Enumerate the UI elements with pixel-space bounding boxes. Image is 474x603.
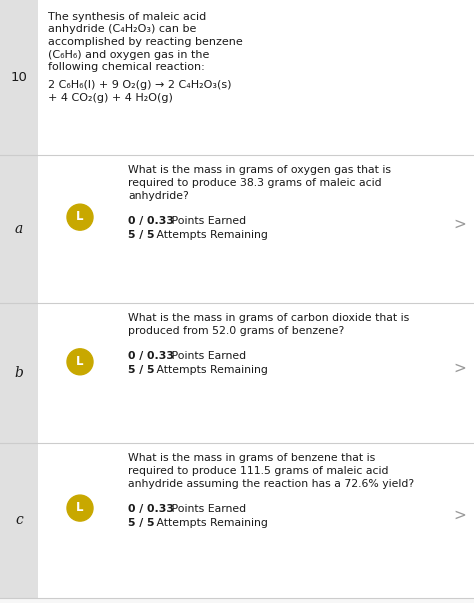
Circle shape <box>67 495 93 521</box>
Text: b: b <box>15 366 23 380</box>
Text: Attempts Remaining: Attempts Remaining <box>153 518 268 528</box>
Text: anhydride?: anhydride? <box>128 191 189 201</box>
Text: + 4 CO₂(g) + 4 H₂O(g): + 4 CO₂(g) + 4 H₂O(g) <box>48 93 173 103</box>
Text: required to produce 111.5 grams of maleic acid: required to produce 111.5 grams of malei… <box>128 466 389 476</box>
Text: 5 / 5: 5 / 5 <box>128 230 155 240</box>
Text: a: a <box>15 222 23 236</box>
Text: 0 / 0.33: 0 / 0.33 <box>128 351 174 361</box>
Text: What is the mass in grams of oxygen gas that is: What is the mass in grams of oxygen gas … <box>128 165 391 175</box>
Text: (C₆H₆) and oxygen gas in the: (C₆H₆) and oxygen gas in the <box>48 49 210 60</box>
FancyBboxPatch shape <box>0 155 38 303</box>
FancyBboxPatch shape <box>0 155 474 303</box>
Text: L: L <box>76 210 84 223</box>
Text: >: > <box>453 216 466 232</box>
FancyBboxPatch shape <box>0 443 38 598</box>
Text: 0 / 0.33: 0 / 0.33 <box>128 504 174 514</box>
Text: following chemical reaction:: following chemical reaction: <box>48 62 205 72</box>
Text: Attempts Remaining: Attempts Remaining <box>153 365 268 375</box>
Text: Attempts Remaining: Attempts Remaining <box>153 230 268 240</box>
Text: 5 / 5: 5 / 5 <box>128 365 155 375</box>
Circle shape <box>67 349 93 375</box>
FancyBboxPatch shape <box>0 303 38 443</box>
Text: 5 / 5: 5 / 5 <box>128 518 155 528</box>
Text: >: > <box>453 361 466 376</box>
FancyBboxPatch shape <box>0 443 474 598</box>
Text: Points Earned: Points Earned <box>168 504 246 514</box>
Circle shape <box>67 204 93 230</box>
Text: anhydride (C₄H₂O₃) can be: anhydride (C₄H₂O₃) can be <box>48 25 196 34</box>
Text: anhydride assuming the reaction has a 72.6% yield?: anhydride assuming the reaction has a 72… <box>128 479 414 489</box>
FancyBboxPatch shape <box>0 0 474 155</box>
Text: 2 C₆H₆(l) + 9 O₂(g) → 2 C₄H₂O₃(s): 2 C₆H₆(l) + 9 O₂(g) → 2 C₄H₂O₃(s) <box>48 80 231 90</box>
Text: Points Earned: Points Earned <box>168 351 246 361</box>
Text: L: L <box>76 355 84 368</box>
Text: What is the mass in grams of carbon dioxide that is: What is the mass in grams of carbon diox… <box>128 313 409 323</box>
FancyBboxPatch shape <box>0 303 474 443</box>
FancyBboxPatch shape <box>0 0 38 155</box>
Text: The synthesis of maleic acid: The synthesis of maleic acid <box>48 12 206 22</box>
Text: required to produce 38.3 grams of maleic acid: required to produce 38.3 grams of maleic… <box>128 178 382 188</box>
Text: Points Earned: Points Earned <box>168 216 246 226</box>
Text: What is the mass in grams of benzene that is: What is the mass in grams of benzene tha… <box>128 453 375 463</box>
Text: c: c <box>15 514 23 528</box>
Text: accomplished by reacting benzene: accomplished by reacting benzene <box>48 37 243 47</box>
Text: 0 / 0.33: 0 / 0.33 <box>128 216 174 226</box>
Text: >: > <box>453 508 466 523</box>
Text: produced from 52.0 grams of benzene?: produced from 52.0 grams of benzene? <box>128 326 344 336</box>
Text: L: L <box>76 501 84 514</box>
Text: 10: 10 <box>10 71 27 84</box>
